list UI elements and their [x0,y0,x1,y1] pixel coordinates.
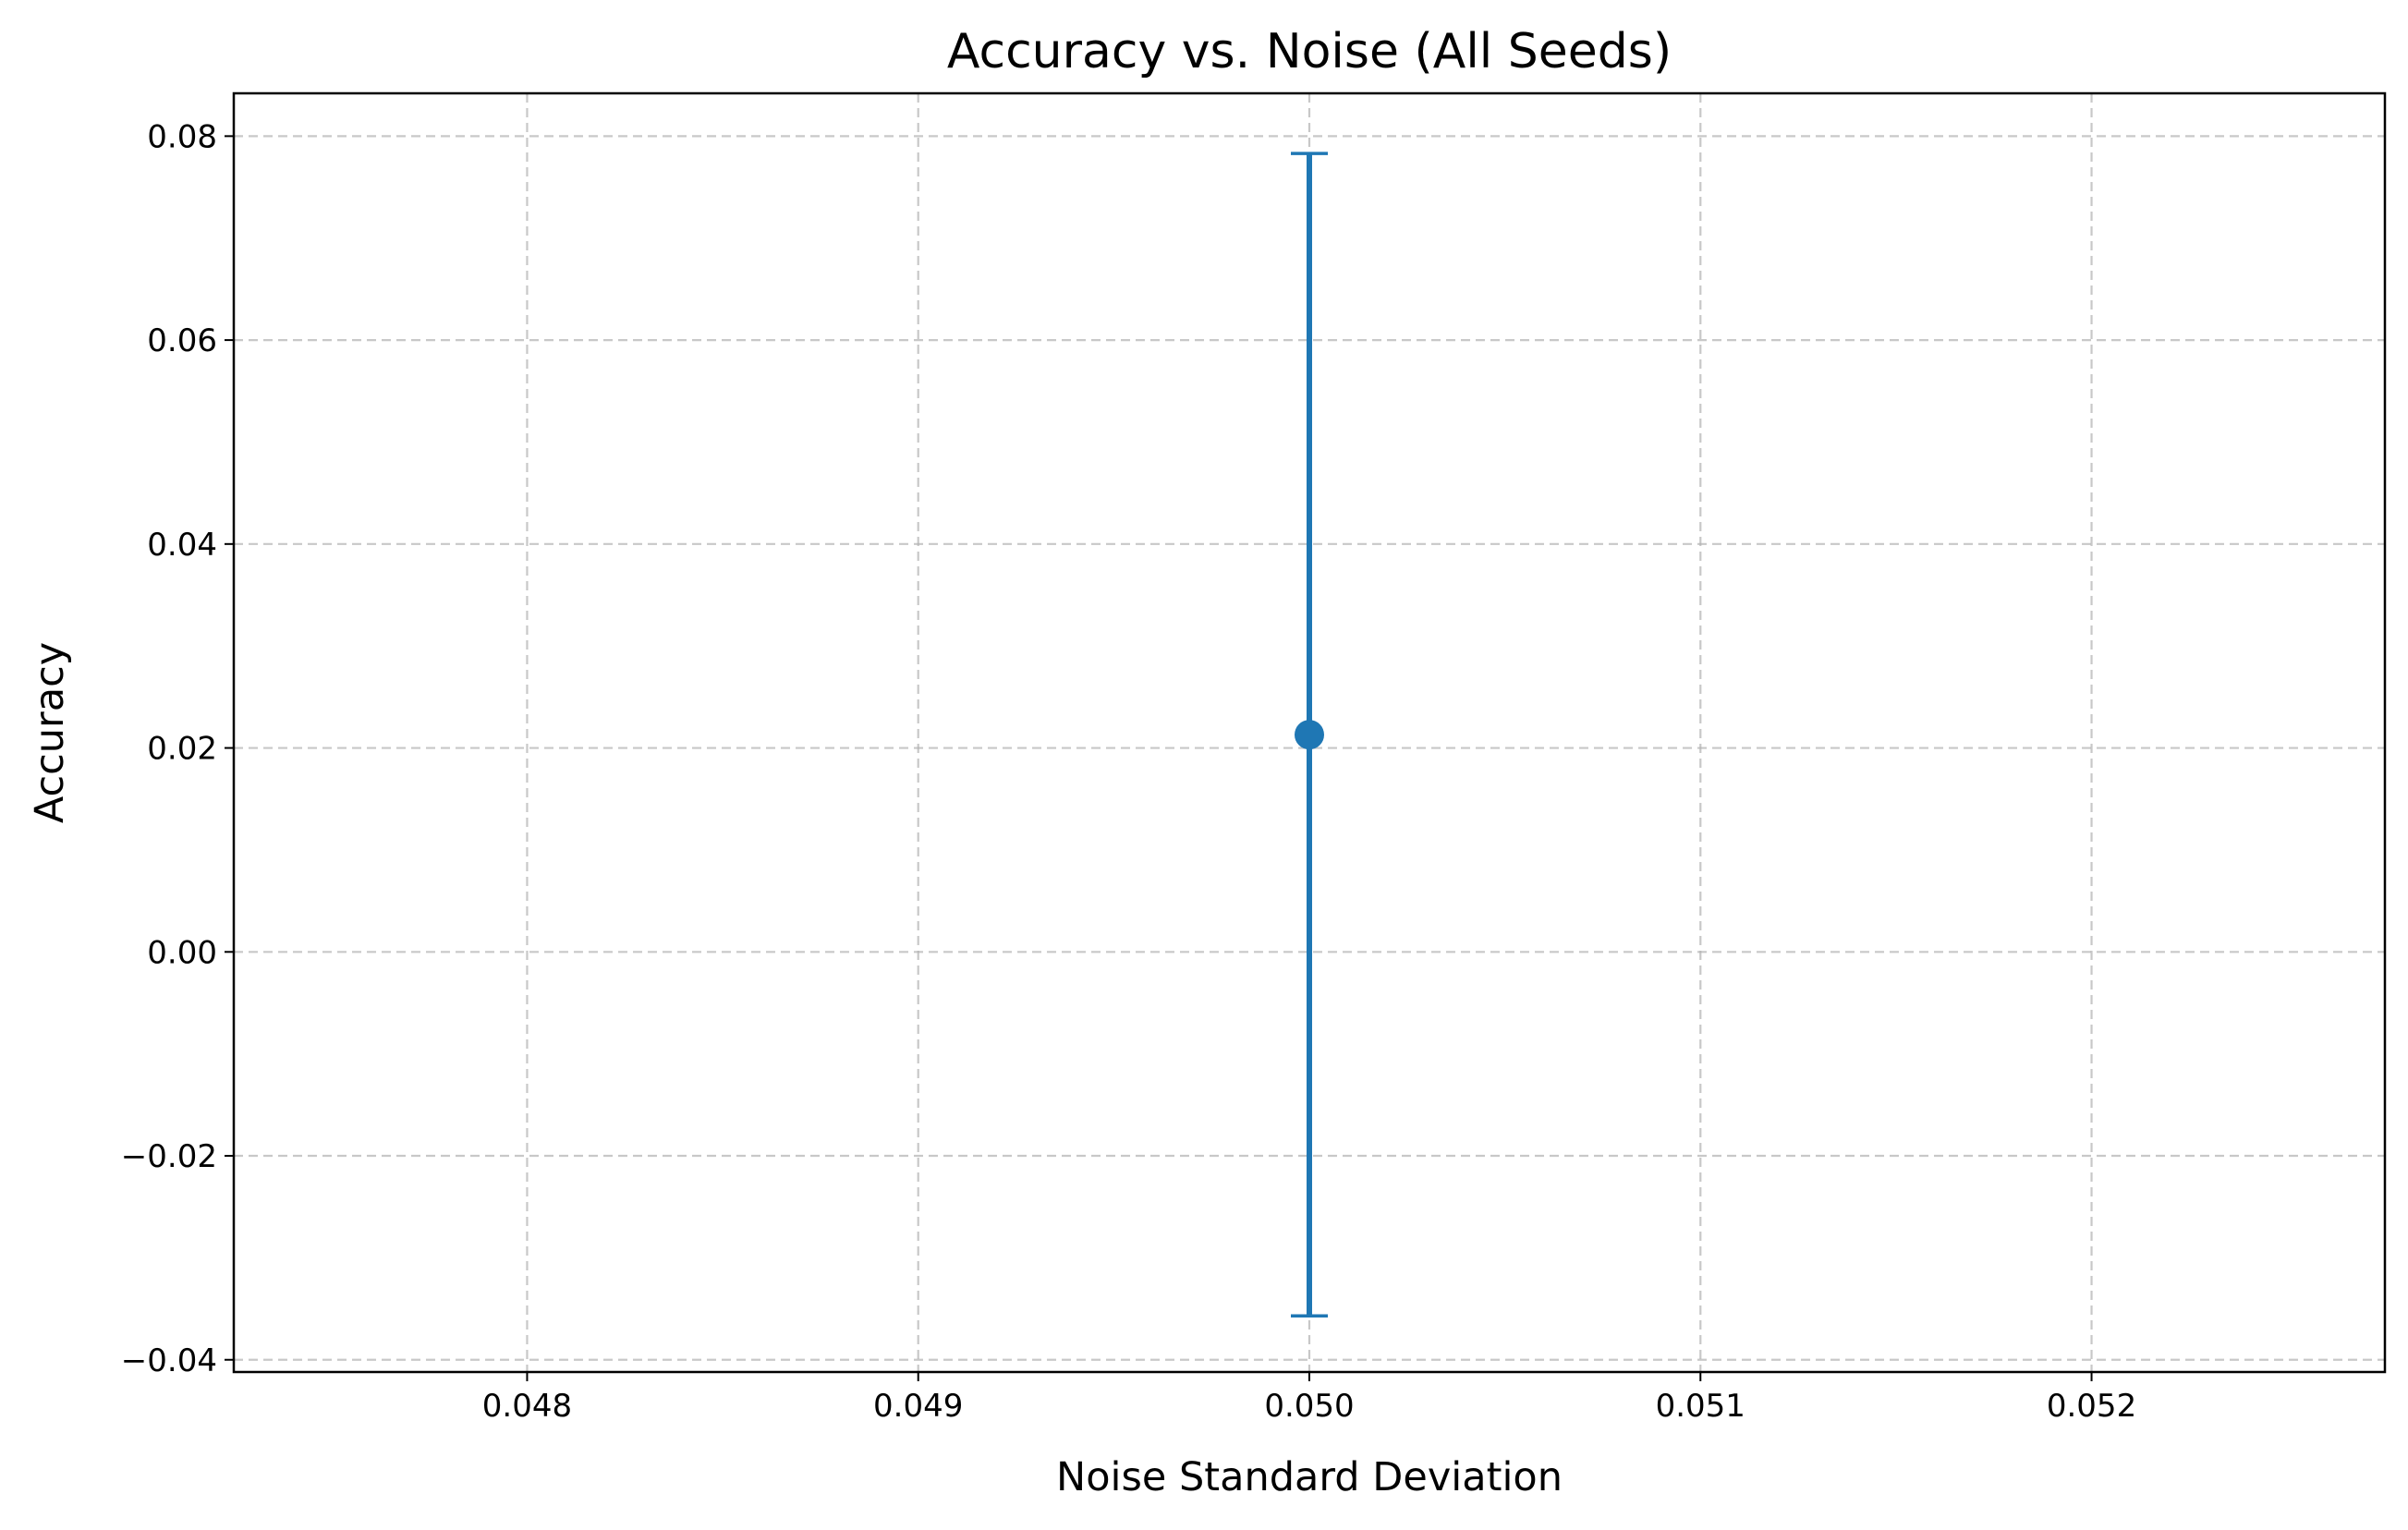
x-tick-label: 0.051 [1656,1388,1745,1425]
chart-title: Accuracy vs. Noise (All Seeds) [947,24,1672,79]
x-tick-label: 0.049 [873,1388,963,1425]
y-tick-label: 0.00 [147,934,217,971]
y-tick-label: 0.08 [147,118,217,155]
y-tick-label: −0.04 [121,1342,217,1379]
y-tick-label: 0.04 [147,527,217,564]
data-point [1295,720,1324,750]
x-axis-label: Noise Standard Deviation [1056,1454,1563,1500]
ticks-layer: 0.048 0.049 0.050 0.051 0.052 −0.04 −0.02 0.00 0… [121,118,2136,1425]
x-tick-label: 0.050 [1264,1388,1354,1425]
y-tick-label: −0.02 [121,1138,217,1175]
x-tick-label: 0.048 [482,1388,572,1425]
y-axis-label: Accuracy [27,642,73,823]
y-tick-label: 0.06 [147,322,217,359]
data-layer [1291,152,1328,1318]
y-tick-label: 0.02 [147,731,217,768]
x-tick-label: 0.052 [2047,1388,2136,1425]
